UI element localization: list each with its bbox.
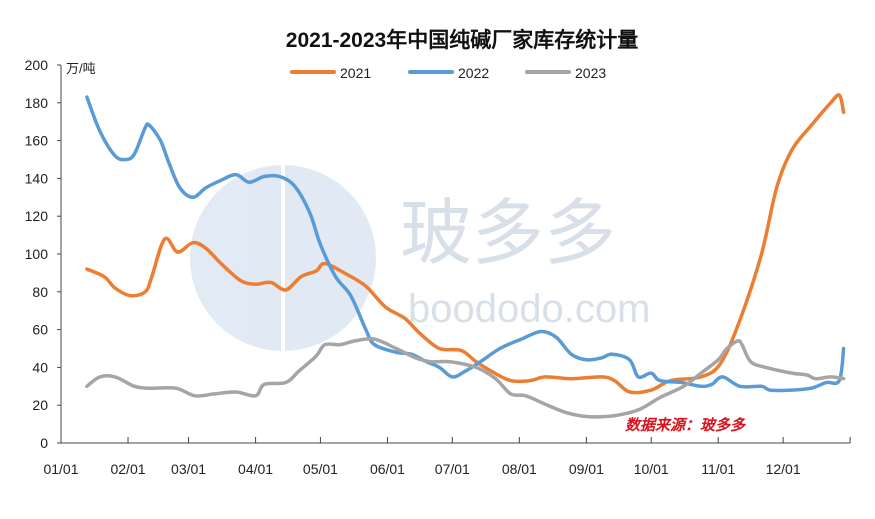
x-tick-label: 02/01 [110,461,145,477]
watermark: 玻多多 boododo.com [190,165,650,351]
y-tick-label: 180 [25,95,49,111]
x-tick-label: 04/01 [238,461,273,477]
y-tick-label: 60 [32,322,48,338]
series-line-2023 [85,336,846,419]
x-tick-label: 10/01 [634,461,669,477]
source-note: 数据来源：玻多多 [625,417,746,434]
series-lines [85,93,846,419]
legend-label-2021: 2021 [340,65,371,81]
y-tick-label: 80 [32,284,48,300]
x-tick-label: 07/01 [435,461,470,477]
x-tick-label: 08/01 [502,461,537,477]
series-line-2022 [85,95,846,393]
y-tick-label: 200 [25,57,49,73]
series-line-2021 [85,93,846,395]
x-tick-label: 11/01 [701,461,735,477]
legend-label-2022: 2022 [458,65,489,81]
x-tick-label: 05/01 [303,461,338,477]
x-tick-label: 03/01 [171,461,206,477]
y-tick-label: 40 [32,359,48,375]
y-axis-unit: 万/吨 [66,61,96,76]
watermark-logo-text: 玻多多 [400,194,616,274]
x-tick-label: 06/01 [370,461,405,477]
y-tick-label: 20 [32,397,48,413]
x-tick-label: 09/01 [569,461,604,477]
legend: 2021 2022 2023 [290,65,606,81]
watermark-url: boododo.com [408,287,650,331]
chart-title: 2021-2023年中国纯碱厂家库存统计量 [286,28,638,52]
y-tick-label: 120 [25,208,49,224]
y-tick-label: 0 [40,435,48,451]
y-tick-label: 160 [25,133,49,149]
y-tick-label: 100 [25,246,49,262]
legend-label-2023: 2023 [575,65,606,81]
x-tick-label: 12/01 [766,461,801,477]
y-tick-label: 140 [25,170,49,186]
axes: 0 20 40 60 80 100 120 140 160 180 200 01/01 02/01 03/… [25,57,851,477]
x-tick-label: 01/01 [43,461,78,477]
